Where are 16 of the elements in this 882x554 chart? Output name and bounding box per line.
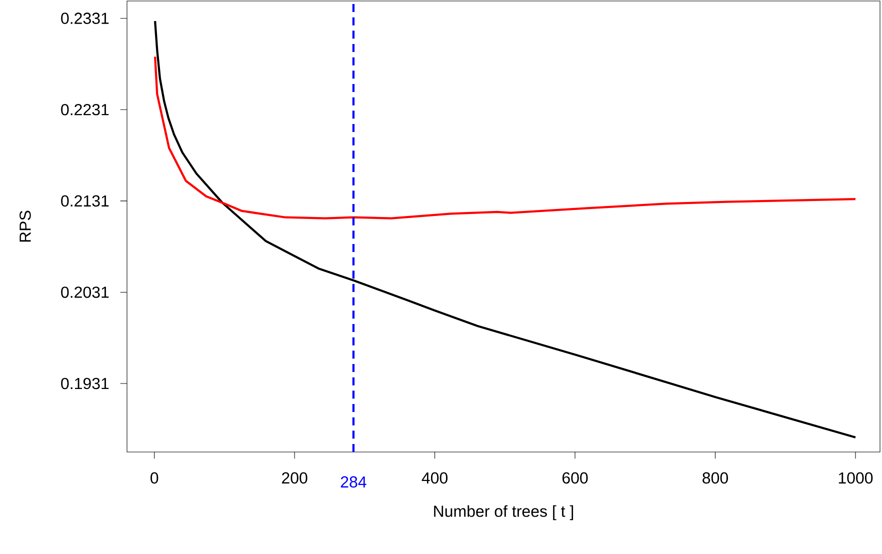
y-tick-label: 0.2031 — [61, 286, 109, 298]
y-axis-title: RPS — [20, 210, 31, 242]
y-tick-label: 0.2331 — [61, 12, 109, 24]
y-tick-label: 0.2231 — [61, 104, 109, 116]
x-tick-label: 800 — [702, 472, 728, 484]
x-tick-label: 1000 — [838, 472, 873, 484]
x-tick-label: 0 — [150, 472, 158, 484]
line-series — [154, 56, 857, 220]
y-tick-label: 0.1931 — [61, 378, 109, 390]
x-tick-label: 200 — [282, 472, 308, 484]
x-tick-label: 600 — [562, 472, 588, 484]
x-axis-title: Number of trees [ t ] — [434, 505, 574, 520]
x-tick-label: 400 — [422, 472, 448, 484]
line-series — [154, 20, 857, 438]
y-tick-label: 0.2131 — [61, 195, 109, 207]
ref-line-label: 284 — [340, 476, 366, 488]
